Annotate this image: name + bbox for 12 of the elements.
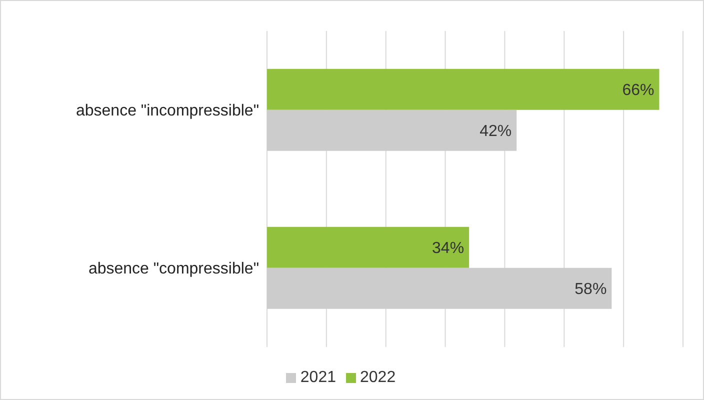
- bar: [267, 68, 660, 110]
- data-label: 42%: [480, 123, 512, 140]
- legend-label: 2021: [300, 369, 336, 386]
- y-tick-label: absence "compressible": [88, 260, 259, 278]
- legend-label: 2022: [360, 369, 396, 386]
- data-label: 58%: [574, 281, 607, 298]
- data-label: 34%: [432, 240, 464, 258]
- bar: [267, 226, 470, 268]
- bar: [267, 110, 517, 151]
- bar: [267, 268, 612, 309]
- y-tick-label: absence "incompressible": [76, 102, 259, 120]
- data-label: 66%: [622, 82, 654, 100]
